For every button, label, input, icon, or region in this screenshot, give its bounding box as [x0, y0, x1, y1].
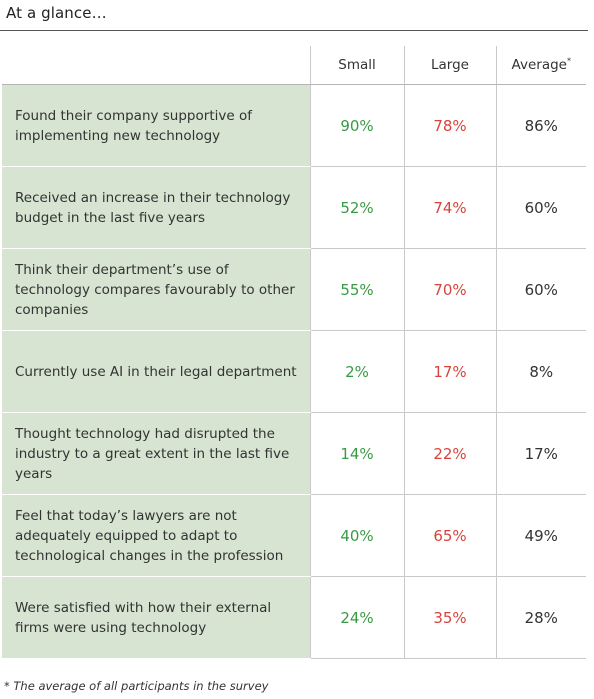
footnote: * The average of all participants in the…: [4, 679, 269, 693]
large-value: 65%: [404, 494, 497, 577]
page-title: At a glance…: [6, 4, 107, 22]
header-blank-cell: [2, 46, 311, 85]
small-value: 55%: [310, 248, 405, 331]
table-row: Currently use AI in their legal departme…: [2, 330, 586, 413]
footnote-marker: *: [566, 56, 571, 66]
average-value: 28%: [496, 576, 586, 659]
small-value: 52%: [310, 166, 405, 249]
large-value: 74%: [404, 166, 497, 249]
large-value: 17%: [404, 330, 497, 413]
title-divider: [0, 30, 588, 31]
table-row: Think their department’s use of technolo…: [2, 248, 586, 331]
average-value: 60%: [496, 166, 586, 249]
small-value: 90%: [310, 84, 405, 167]
large-value: 22%: [404, 412, 497, 495]
small-value: 2%: [310, 330, 405, 413]
small-value: 40%: [310, 494, 405, 577]
header-row: Small Large Average*: [2, 46, 586, 85]
row-label: Found their company supportive of implem…: [2, 84, 311, 167]
row-label: Thought technology had disrupted the ind…: [2, 412, 311, 495]
average-value: 86%: [496, 84, 586, 167]
large-value: 35%: [404, 576, 497, 659]
average-value: 8%: [496, 330, 586, 413]
table-row: Found their company supportive of implem…: [2, 84, 586, 167]
average-value: 60%: [496, 248, 586, 331]
table-row: Received an increase in their technology…: [2, 166, 586, 249]
row-label: Think their department’s use of technolo…: [2, 248, 311, 331]
small-value: 14%: [310, 412, 405, 495]
row-label: Currently use AI in their legal departme…: [2, 330, 311, 413]
average-value: 49%: [496, 494, 586, 577]
table-row: Thought technology had disrupted the ind…: [2, 412, 586, 495]
row-label: Were satisfied with how their external f…: [2, 576, 311, 659]
small-value: 24%: [310, 576, 405, 659]
table-row: Were satisfied with how their external f…: [2, 576, 586, 659]
large-value: 70%: [404, 248, 497, 331]
average-value: 17%: [496, 412, 586, 495]
column-header-average-label: Average: [511, 57, 567, 73]
column-header-average: Average*: [496, 46, 586, 85]
table-row: Feel that today’s lawyers are not adequa…: [2, 494, 586, 577]
row-label: Feel that today’s lawyers are not adequa…: [2, 494, 311, 577]
glance-table: Small Large Average* Found their company…: [2, 46, 586, 659]
column-header-large: Large: [404, 46, 497, 85]
row-label: Received an increase in their technology…: [2, 166, 311, 249]
column-header-small: Small: [310, 46, 405, 85]
large-value: 78%: [404, 84, 497, 167]
